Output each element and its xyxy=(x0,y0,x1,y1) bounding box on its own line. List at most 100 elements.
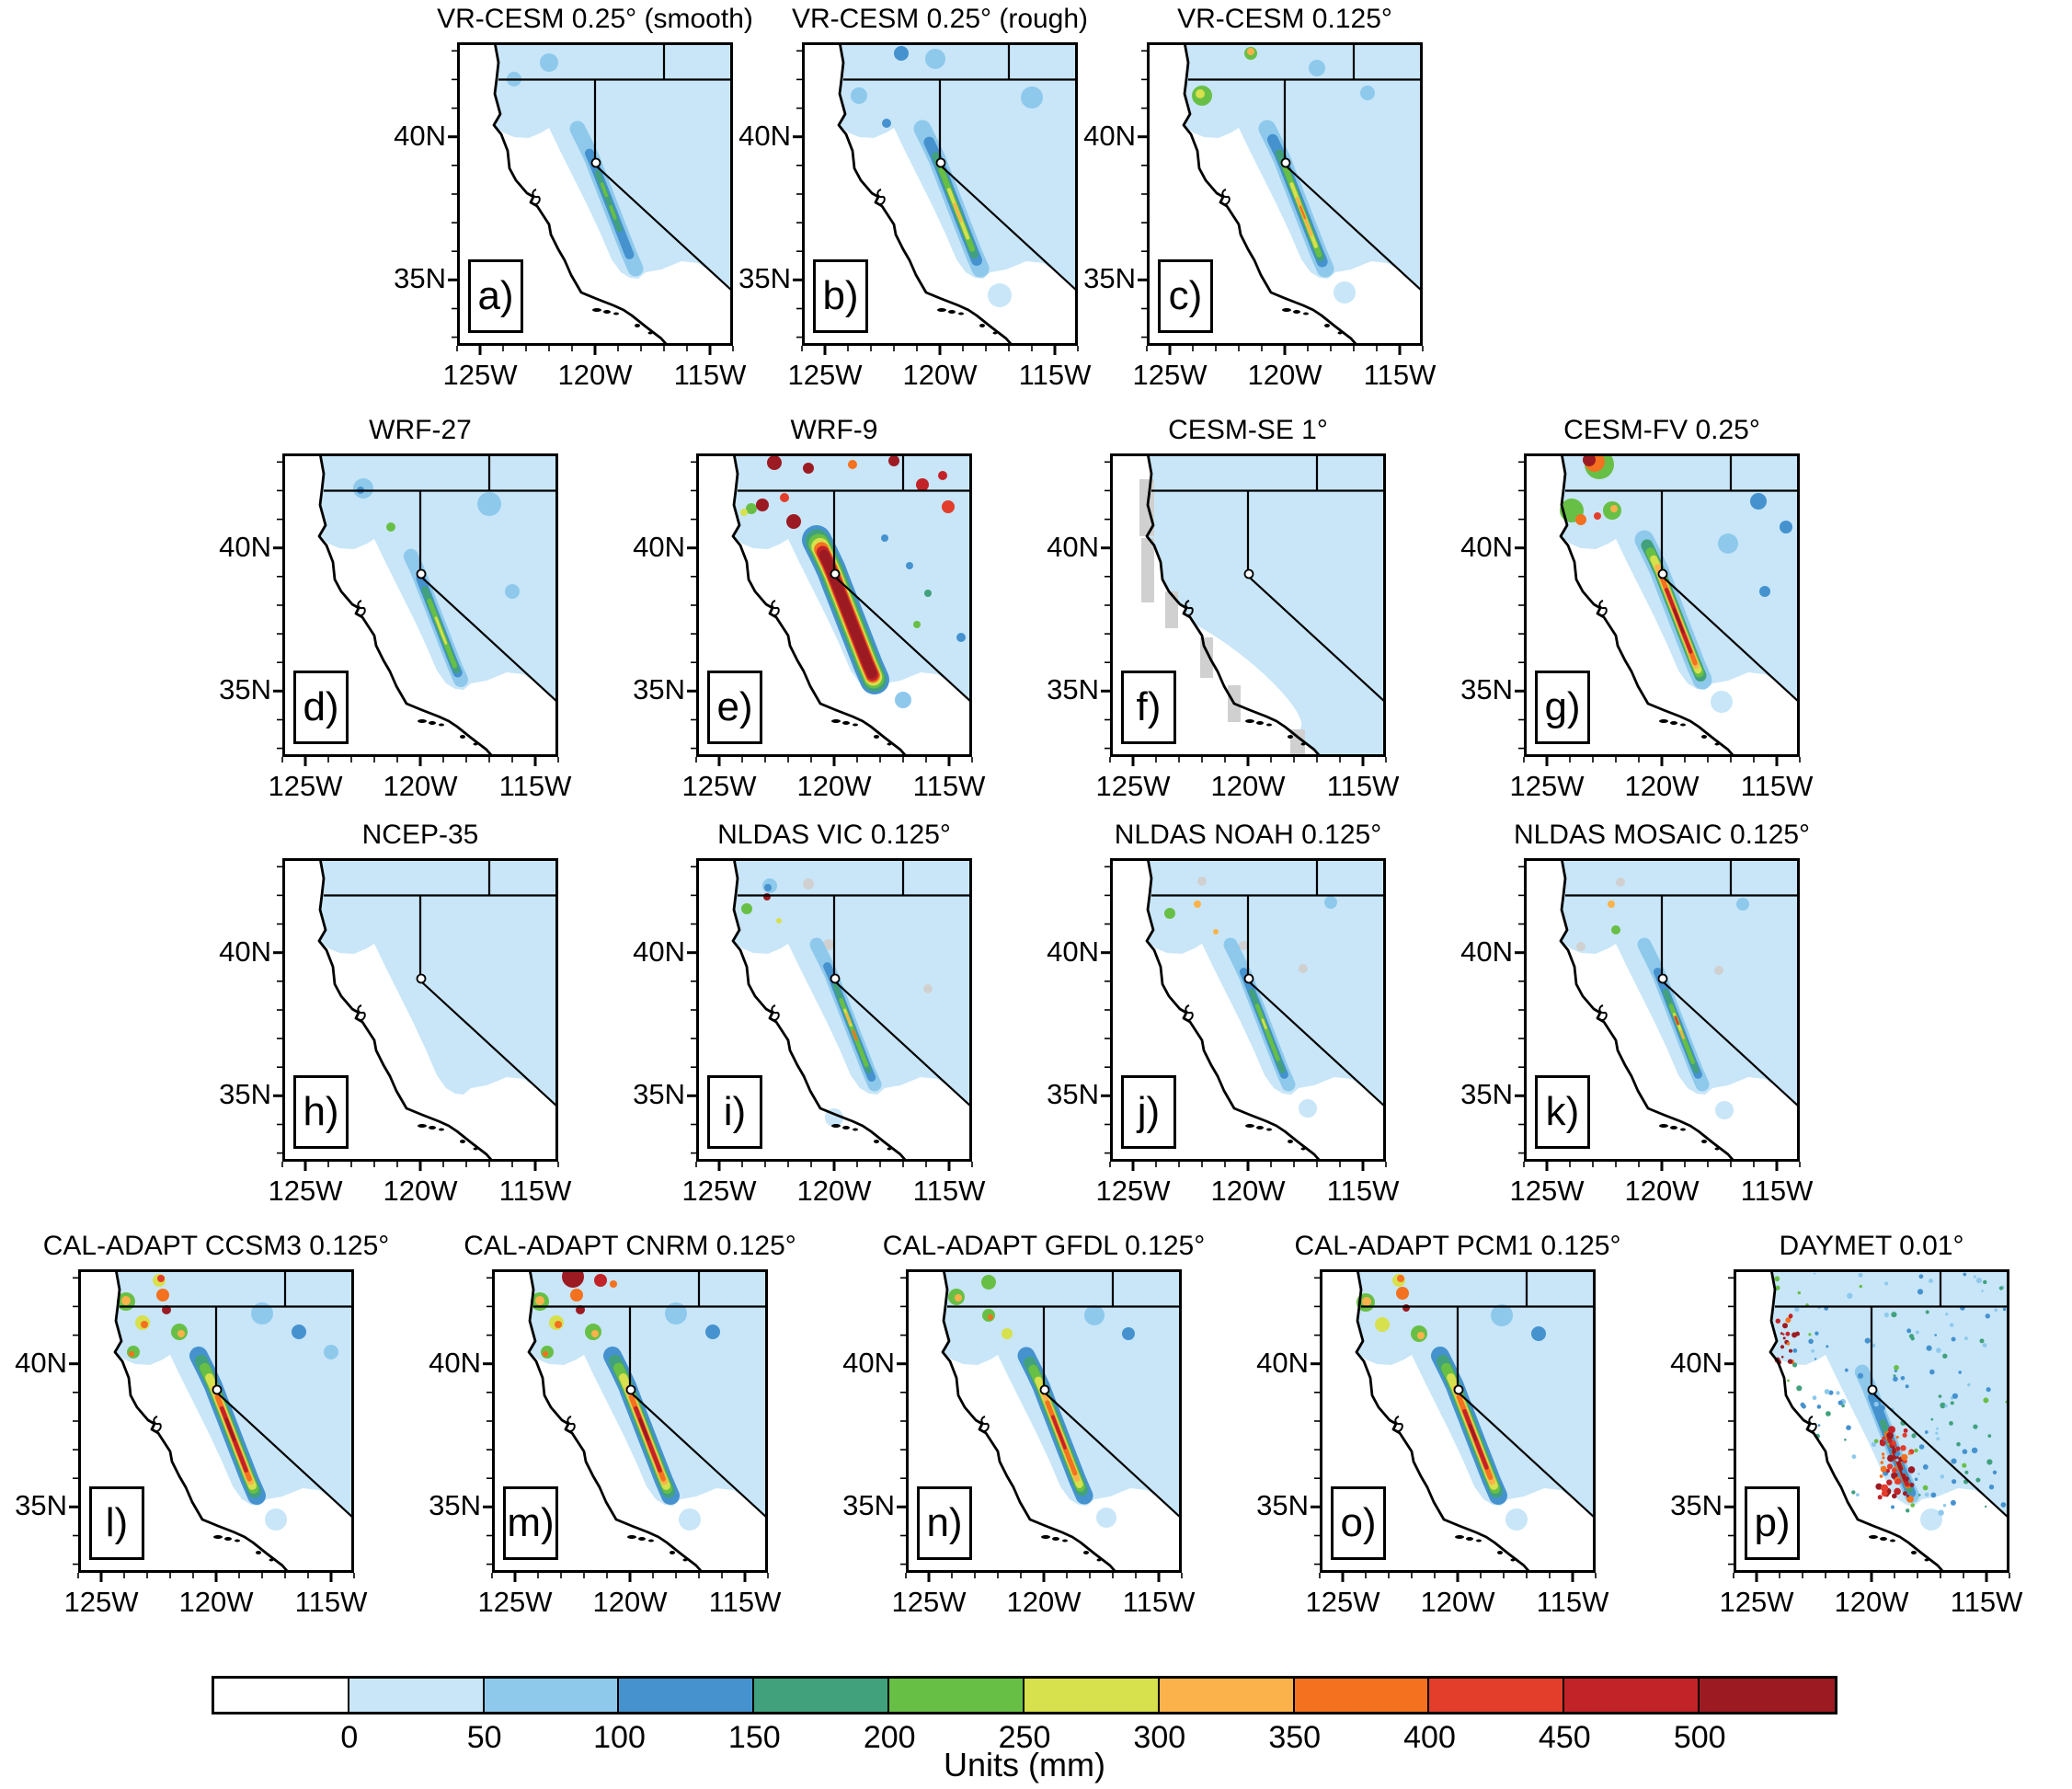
map-plot xyxy=(895,1269,1185,1588)
map-plot xyxy=(1723,1269,2013,1588)
x-tick-label: 120W xyxy=(178,1586,254,1618)
map-plot xyxy=(685,858,976,1176)
x-tick-label: 125W xyxy=(681,770,757,802)
colorbar xyxy=(212,1676,1837,1714)
colorbar-segment xyxy=(1159,1679,1295,1712)
map-svg xyxy=(687,858,973,1171)
y-tick-label: 35N xyxy=(1256,1489,1309,1521)
x-tick-label: 115W xyxy=(1740,1175,1814,1207)
x-tick-label: 120W xyxy=(1420,1586,1495,1618)
panel-title: CESM-FV 0.25° xyxy=(1563,415,1760,445)
x-tick-label: 120W xyxy=(902,359,978,391)
colorbar-tick-label: 200 xyxy=(863,1720,916,1755)
x-tick-label: 115W xyxy=(498,1175,572,1207)
map-plot xyxy=(1513,858,1803,1176)
y-tick-label: 35N xyxy=(219,1078,271,1110)
map-svg xyxy=(1311,1269,1597,1582)
x-tick-label: 120W xyxy=(383,770,458,802)
y-tick-label: 35N xyxy=(15,1489,67,1521)
y-tick-label: 35N xyxy=(1460,673,1513,705)
letter-box: c) xyxy=(1158,259,1213,333)
x-tick-label: 115W xyxy=(1122,1586,1196,1618)
y-tick-label: 40N xyxy=(1083,120,1136,152)
map-plot xyxy=(1309,1269,1599,1588)
panel-letter: g) xyxy=(1544,684,1581,729)
x-tick-label: 125W xyxy=(681,1175,757,1207)
x-tick-label: 120W xyxy=(1247,359,1322,391)
letter-box: b) xyxy=(813,259,868,333)
x-tick-label: 115W xyxy=(498,770,572,802)
colorbar-segment xyxy=(1024,1679,1160,1712)
colorbar-segment xyxy=(1564,1679,1700,1712)
letter-box: g) xyxy=(1535,671,1590,744)
panel-title: CAL-ADAPT PCM1 0.125° xyxy=(1294,1231,1621,1261)
panel-letter: n) xyxy=(926,1500,963,1545)
y-tick-label: 35N xyxy=(219,673,271,705)
y-tick-label: 35N xyxy=(633,673,685,705)
y-tick-label: 35N xyxy=(1047,1078,1099,1110)
colorbar-units-label: Units (mm) xyxy=(944,1746,1105,1783)
x-tick-label: 125W xyxy=(268,770,343,802)
x-tick-label: 125W xyxy=(1095,1175,1171,1207)
colorbar-tick-label: 0 xyxy=(340,1720,359,1755)
x-tick-label: 120W xyxy=(796,1175,872,1207)
x-tick-label: 115W xyxy=(1740,770,1814,802)
x-tick-label: 120W xyxy=(1210,770,1286,802)
letter-box: d) xyxy=(293,671,349,744)
y-tick-label: 40N xyxy=(219,935,271,968)
x-tick-label: 125W xyxy=(891,1586,967,1618)
letter-box: l) xyxy=(89,1486,144,1560)
y-tick-label: 40N xyxy=(394,120,446,152)
y-tick-label: 40N xyxy=(842,1347,895,1379)
panel-letter: e) xyxy=(716,684,753,729)
panel-letter: m) xyxy=(507,1500,555,1545)
y-tick-label: 40N xyxy=(429,1347,481,1379)
panel-title: CAL-ADAPT CCSM3 0.125° xyxy=(42,1231,390,1261)
y-tick-label: 35N xyxy=(842,1489,895,1521)
panel-title: WRF-9 xyxy=(790,415,878,445)
x-tick-label: 125W xyxy=(268,1175,343,1207)
colorbar-tick-label: 350 xyxy=(1268,1720,1322,1755)
letter-box: o) xyxy=(1331,1486,1386,1560)
map-plot xyxy=(1136,42,1426,361)
letter-box: a) xyxy=(468,259,523,333)
x-tick-label: 125W xyxy=(1509,1175,1585,1207)
colorbar-segment xyxy=(214,1679,349,1712)
x-tick-label: 125W xyxy=(63,1586,139,1618)
colorbar-tick-label: 50 xyxy=(466,1720,502,1755)
colorbar-tick-label: 500 xyxy=(1673,1720,1726,1755)
map-plot xyxy=(1513,453,1803,772)
panel-title: NLDAS MOSAIC 0.125° xyxy=(1513,820,1811,850)
y-tick-label: 40N xyxy=(1670,1347,1723,1379)
panel-title: VR-CESM 0.25° (smooth) xyxy=(437,4,753,34)
letter-box: p) xyxy=(1745,1486,1800,1560)
colorbar-segment xyxy=(754,1679,890,1712)
letter-box: m) xyxy=(503,1486,558,1560)
y-tick-label: 40N xyxy=(219,531,271,563)
map-svg xyxy=(1724,1269,2010,1582)
panel-letter: l) xyxy=(105,1500,129,1545)
x-tick-label: 120W xyxy=(1624,770,1700,802)
y-tick-label: 40N xyxy=(738,120,791,152)
y-tick-label: 35N xyxy=(738,262,791,294)
panel-title: CESM-SE 1° xyxy=(1168,415,1328,445)
x-tick-label: 115W xyxy=(673,359,747,391)
map-plot xyxy=(791,42,1082,361)
x-tick-label: 125W xyxy=(477,1586,553,1618)
colorbar-segment xyxy=(1429,1679,1565,1712)
x-tick-label: 120W xyxy=(1006,1586,1082,1618)
panel-letter: j) xyxy=(1137,1089,1161,1134)
x-tick-label: 115W xyxy=(912,770,986,802)
y-tick-label: 40N xyxy=(1460,935,1513,968)
panel-letter: f) xyxy=(1136,684,1162,729)
letter-box: e) xyxy=(707,671,762,744)
panel-title: VR-CESM 0.25° (rough) xyxy=(791,4,1089,34)
x-tick-label: 120W xyxy=(1834,1586,1909,1618)
y-tick-label: 35N xyxy=(1670,1489,1723,1521)
colorbar-tick-label: 150 xyxy=(727,1720,781,1755)
y-tick-label: 40N xyxy=(633,531,685,563)
x-tick-label: 125W xyxy=(1509,770,1585,802)
map-svg xyxy=(1515,453,1801,766)
x-tick-label: 115W xyxy=(1326,1175,1400,1207)
